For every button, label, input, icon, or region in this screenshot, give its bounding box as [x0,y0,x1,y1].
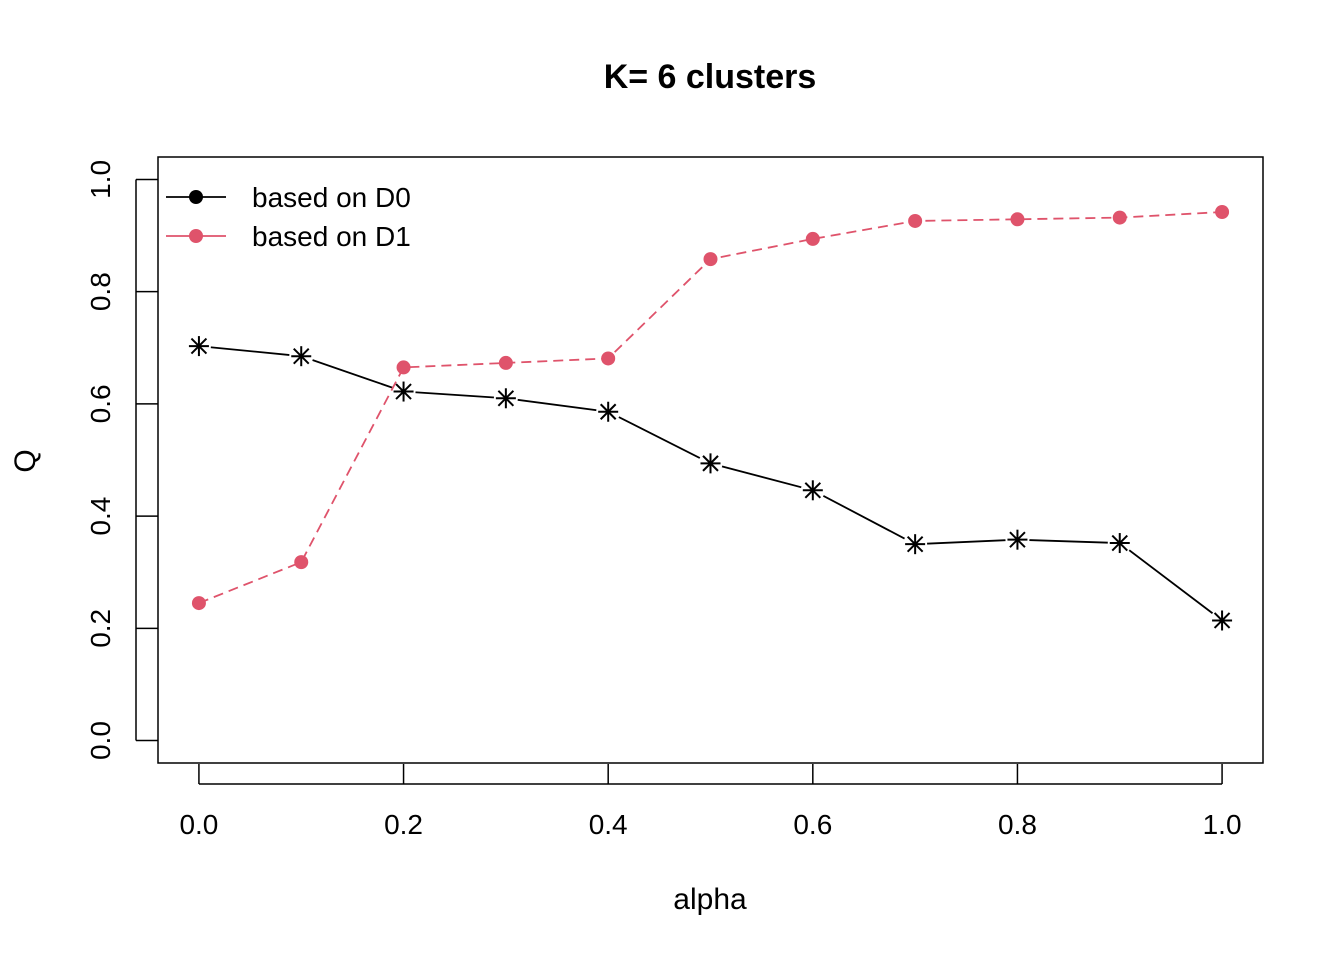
series-1-point [1007,529,1028,550]
plot-frame [157,156,1264,764]
series-2-point [908,213,923,228]
y-tick-label: 0.0 [85,721,116,760]
x-tick-label: 0.2 [384,809,423,840]
x-tick-label: 0.6 [793,809,832,840]
legend-label: based on D0 [252,182,411,213]
y-tick-label: 1.0 [85,160,116,199]
series-2-point [1010,212,1025,227]
chart-title: K= 6 clusters [603,58,817,96]
series-1-point [1109,533,1130,554]
series-2-point [396,360,411,375]
x-axis-label: alpha [673,883,747,916]
series-1-line [198,345,1223,622]
series-1-point [495,388,516,409]
series-2-point [1215,204,1230,219]
series-2-point [805,231,820,246]
series-2-point [703,252,718,267]
legend-marker [189,190,203,204]
series-1-point [598,401,619,422]
series-1-point [802,480,823,501]
x-tick-label: 0.0 [179,809,218,840]
y-tick-label: 0.2 [85,609,116,648]
series-2-line [198,211,1223,604]
legend-marker [189,229,203,243]
y-tick-label: 0.4 [85,497,116,536]
series-1-point [1212,610,1233,631]
x-tick-label: 0.4 [589,809,628,840]
series-2-point [191,596,206,611]
series-1-point [393,381,414,402]
series-2-point [498,355,513,370]
series-2-point [1112,210,1127,225]
x-tick-label: 0.8 [998,809,1037,840]
y-tick-label: 0.8 [85,272,116,311]
x-tick-label: 1.0 [1203,809,1242,840]
y-axis-label: Q [9,449,42,473]
series-2-point [601,351,616,366]
series-1-point [905,534,926,555]
series-1-point [188,336,209,357]
series-2-point [294,555,309,570]
legend-label: based on D1 [252,221,411,252]
series-1-point [700,453,721,474]
series-1-point [291,346,312,367]
y-tick-label: 0.6 [85,384,116,423]
